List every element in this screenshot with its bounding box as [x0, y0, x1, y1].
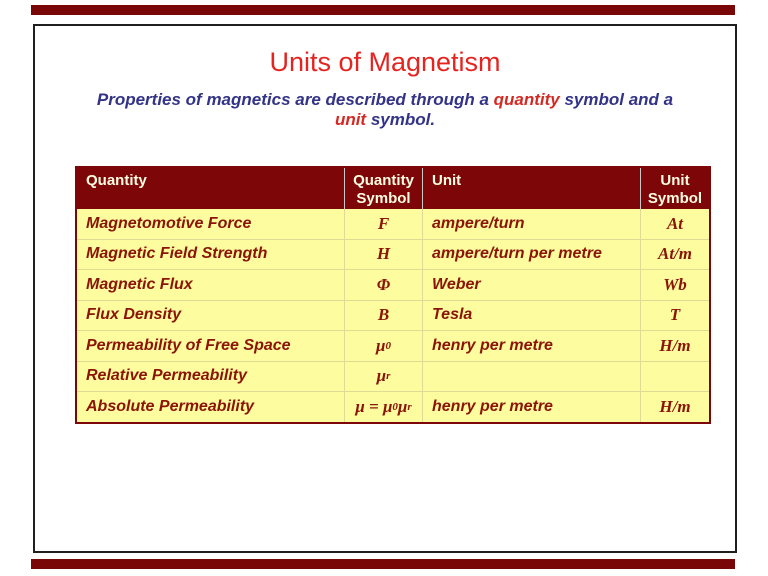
cell-unit: henry per metre [422, 392, 640, 422]
column-header-quantity-symbol: Quantity Symbol [344, 168, 422, 209]
slide-title: Units of Magnetism [269, 47, 501, 77]
cell-quantity-symbol: Φ [344, 270, 422, 300]
cell-unit: henry per metre [422, 331, 640, 361]
units-of-magnetism-table: Quantity Quantity Symbol Unit Unit Symbo… [75, 166, 711, 424]
subtitle-line-2: unit symbol. [35, 110, 735, 130]
slide: Units of Magnetism Properties of magneti… [33, 24, 737, 553]
subtitle-text: symbol. [366, 110, 436, 129]
cell-unit-symbol: H/m [640, 331, 709, 361]
table-row: Magnetic Field Strength H ampere/turn pe… [77, 238, 709, 269]
cell-quantity: Permeability of Free Space [86, 336, 291, 354]
cell-unit-symbol: H/m [640, 392, 709, 422]
subtitle-text: Properties of magnetics are described th… [96, 90, 494, 109]
cell-unit: Tesla [422, 300, 640, 330]
cell-quantity-symbol: B [344, 300, 422, 330]
cell-quantity: Magnetic Flux [86, 275, 193, 293]
subtitle-line-1: Properties of magnetics are described th… [35, 90, 735, 110]
subtitle-text: symbol and a [559, 90, 674, 109]
table-row: Flux Density B Tesla T [77, 299, 709, 330]
cell-unit: ampere/turn per metre [422, 239, 640, 269]
table-row: Magnetomotive Force F ampere/turn At [77, 209, 709, 239]
cell-quantity: Relative Permeability [86, 367, 247, 385]
cell-quantity: Magnetomotive Force [86, 214, 252, 232]
table-header-row: Quantity Quantity Symbol Unit Unit Symbo… [77, 168, 709, 209]
cell-unit [422, 361, 640, 391]
cell-unit-symbol: At [640, 209, 709, 239]
cell-unit-symbol: At/m [640, 239, 709, 269]
slide-subtitle: Properties of magnetics are described th… [35, 90, 735, 130]
cell-unit: Weber [422, 270, 640, 300]
cell-unit: ampere/turn [422, 209, 640, 239]
cell-quantity: Absolute Permeability [86, 397, 255, 415]
column-header-quantity: Quantity [86, 172, 147, 189]
cell-unit-symbol [640, 361, 709, 391]
column-header-unit: Unit [422, 168, 640, 209]
subtitle-highlight-unit: unit [334, 110, 367, 129]
column-header-unit-symbol: Unit Symbol [640, 168, 709, 209]
cell-quantity-symbol: H [344, 239, 422, 269]
next-slide-edge-bar [31, 559, 735, 569]
cell-quantity: Magnetic Field Strength [86, 245, 268, 263]
cell-quantity: Flux Density [86, 306, 182, 324]
subtitle-highlight-quantity: quantity [493, 90, 560, 109]
table-row: Magnetic Flux Φ Weber Wb [77, 269, 709, 300]
cell-unit-symbol: T [640, 300, 709, 330]
cell-quantity-symbol: F [344, 209, 422, 239]
previous-slide-edge-bar [31, 5, 735, 15]
cell-unit-symbol: Wb [640, 270, 709, 300]
